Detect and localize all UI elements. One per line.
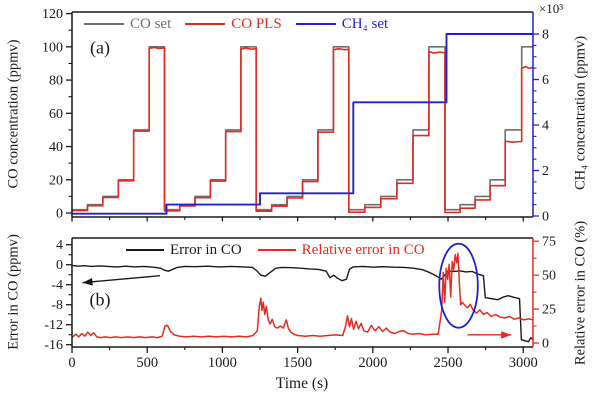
legend-item-error: Error in CO bbox=[126, 242, 242, 258]
panel-a-left-tick-label: 0 bbox=[56, 207, 63, 222]
legend-item-co-pls: CO PLS bbox=[185, 16, 282, 32]
co-set-line-swatch bbox=[84, 22, 124, 26]
panel-b-right-tick-label: 75 bbox=[542, 235, 556, 250]
x-tick-label: 1500 bbox=[283, 355, 312, 371]
panel-b-left-tick-label: -12 bbox=[44, 318, 63, 333]
ch4-set-line-swatch bbox=[295, 22, 336, 26]
right-axis-multiplier: ×10³ bbox=[538, 1, 564, 16]
panel-a-right-tick-label: 8 bbox=[542, 28, 549, 43]
panel-b-plot-area bbox=[72, 252, 533, 343]
panel-a-left-axis-title: CO concentration (ppmv) bbox=[5, 39, 22, 189]
legend-item-ch4-set: CH₄ set bbox=[295, 16, 389, 32]
legend-label-co-set: CO set bbox=[130, 16, 172, 32]
panel-a-right-tick-label: 0 bbox=[542, 210, 549, 225]
panel-a-left-tick-label: 40 bbox=[49, 140, 63, 155]
panel-b-left-tick-label: 4 bbox=[56, 238, 63, 253]
panel-a-left-tick-label: 100 bbox=[42, 40, 63, 55]
panel-b-left-tick-label: 0 bbox=[56, 258, 63, 273]
x-tick-label: 2500 bbox=[434, 355, 463, 371]
panel-a-legend: CO set CO PLS CH₄ set bbox=[84, 15, 388, 33]
x-tick-label: 0 bbox=[68, 355, 75, 371]
co-pls-series bbox=[72, 46, 533, 214]
panel-a-left-tick-label: 80 bbox=[49, 74, 63, 89]
error-in-co-series bbox=[72, 264, 533, 343]
legend-label-co-pls: CO PLS bbox=[231, 16, 282, 32]
panel-a-left-tick-label: 120 bbox=[42, 7, 63, 22]
panel-b-label: (b) bbox=[89, 289, 111, 310]
left-axis-arrow bbox=[82, 275, 161, 284]
panel-b-right-tick-label: 50 bbox=[542, 269, 556, 284]
legend-label-error: Error in CO bbox=[170, 242, 242, 258]
panel-b-legend: Error in CO Relative error in CO bbox=[126, 241, 425, 259]
panel-b-left-tick-label: -4 bbox=[51, 278, 63, 293]
legend-label-relative-error: Relative error in CO bbox=[301, 242, 425, 258]
panel-b-right-axis-title: Relative error in CO (%) bbox=[572, 220, 589, 366]
co-pls-line-swatch bbox=[185, 22, 226, 26]
panel-a-label: (a) bbox=[90, 37, 110, 58]
panel-b-left-tick-label: -8 bbox=[51, 298, 63, 313]
x-axis-title: Time (s) bbox=[275, 375, 329, 392]
x-tick-label: 2000 bbox=[358, 355, 387, 371]
legend-label-ch4-set: CH₄ set bbox=[341, 16, 389, 32]
error-line-swatch bbox=[126, 248, 164, 252]
right-axis-arrow-head bbox=[501, 331, 512, 339]
ch-set-series bbox=[72, 33, 533, 215]
panel-a-left-tick-label: 60 bbox=[49, 107, 63, 122]
legend-item-co-set: CO set bbox=[84, 16, 171, 32]
panel-a-left-tick-label: 20 bbox=[49, 173, 63, 188]
highlight-ellipse bbox=[438, 242, 479, 329]
x-tick-label: 500 bbox=[136, 355, 158, 371]
panel-a-right-axis-title: CH₄ concentration (ppmv) bbox=[572, 35, 589, 191]
panel-a-right-tick-label: 4 bbox=[542, 119, 549, 134]
panel-b-left-tick-label: -16 bbox=[44, 338, 63, 353]
panel-b-left-axis-title: Error in CO (ppmv) bbox=[5, 234, 22, 350]
left-axis-arrow-head bbox=[82, 278, 93, 286]
legend-item-relative-error: Relative error in CO bbox=[257, 242, 425, 258]
relative-error-line-swatch bbox=[257, 248, 296, 252]
panel-a-right-tick-label: 2 bbox=[542, 164, 549, 179]
panel-a-right-tick-label: 6 bbox=[542, 73, 549, 88]
x-tick-label: 1000 bbox=[208, 355, 237, 371]
panel-a-plot-area bbox=[72, 33, 533, 215]
relative-error-in-co-series bbox=[72, 252, 533, 339]
panel-b-right-tick-label: 0 bbox=[542, 337, 549, 352]
panel-b-right-tick-label: 25 bbox=[542, 303, 556, 318]
x-tick-label: 3000 bbox=[509, 355, 538, 371]
